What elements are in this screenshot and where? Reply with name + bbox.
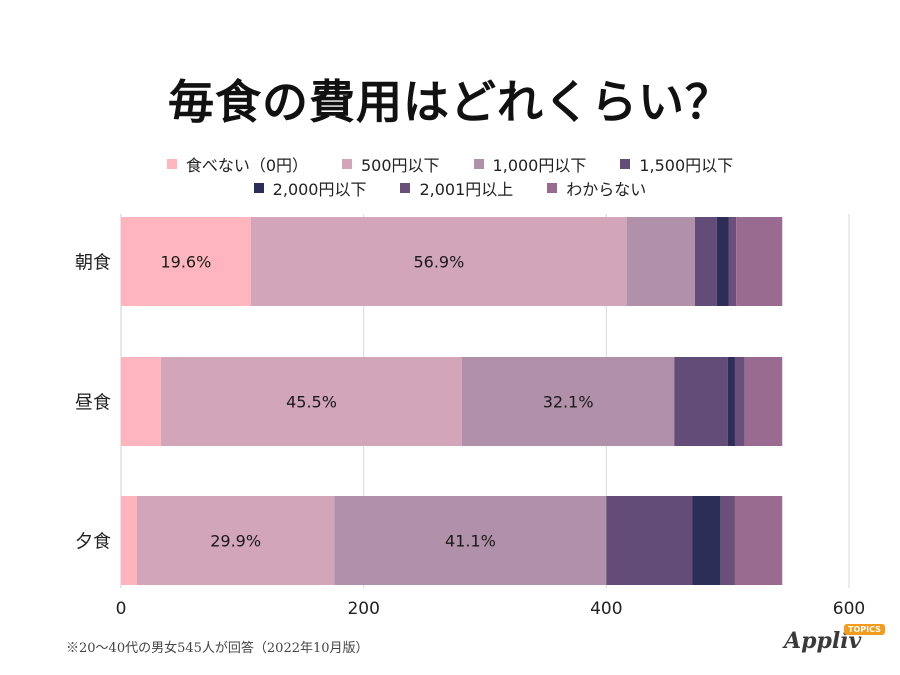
appliv-logo: Appliv TOPICS bbox=[784, 624, 885, 664]
bar-segment bbox=[606, 496, 693, 585]
category-label: 朝食 bbox=[75, 253, 111, 274]
data-label: 32.1% bbox=[543, 393, 594, 412]
bar-segment bbox=[136, 496, 335, 585]
x-tick-label: 600 bbox=[833, 599, 865, 619]
bar-segment bbox=[161, 357, 462, 446]
legend-item: 1,000円以下 bbox=[473, 152, 587, 176]
x-tick-label: 400 bbox=[590, 599, 622, 619]
legend-item: 500円以下 bbox=[342, 152, 440, 176]
category-label: 昼食 bbox=[75, 393, 111, 414]
data-label: 41.1% bbox=[445, 532, 496, 551]
x-tick-label: 200 bbox=[347, 599, 379, 619]
bar-segment bbox=[692, 496, 721, 585]
legend-label: 1,500円以下 bbox=[639, 156, 734, 175]
legend-label: 1,000円以下 bbox=[492, 156, 587, 175]
legend-item: わからない bbox=[547, 176, 646, 200]
legend-item: 2,001円以上 bbox=[400, 176, 513, 200]
legend-swatch bbox=[620, 159, 631, 169]
bar-segment bbox=[461, 357, 675, 446]
legend-row-1: 食べない（0円） 500円以下 1,000円以下 1,500円以下 bbox=[0, 152, 900, 176]
legend-label: 500円以下 bbox=[361, 156, 440, 175]
legend-item: 食べない（0円） bbox=[166, 152, 308, 176]
legend-swatch bbox=[166, 159, 177, 169]
logo-badge: TOPICS bbox=[844, 624, 885, 635]
legend: 食べない（0円） 500円以下 1,000円以下 1,500円以下 2,000円… bbox=[0, 152, 900, 200]
bar-segment bbox=[727, 357, 735, 446]
bar-segment bbox=[121, 496, 137, 585]
bar-segment bbox=[694, 217, 717, 306]
legend-swatch bbox=[253, 183, 264, 193]
legend-item: 2,000円以下 bbox=[253, 176, 367, 200]
bar-segment bbox=[250, 217, 627, 306]
category-label: 夕食 bbox=[75, 532, 111, 553]
chart-title: 毎食の費用はどれくらい？ bbox=[168, 75, 732, 129]
legend-label: 2,000円以下 bbox=[272, 180, 367, 199]
legend-swatch bbox=[400, 183, 411, 193]
bar-segment bbox=[674, 357, 728, 446]
legend-label: 食べない（0円） bbox=[185, 156, 308, 175]
bar-segment bbox=[734, 496, 783, 585]
x-tick-label: 0 bbox=[116, 599, 127, 619]
footnote: ※20～40代の男女545人が回答（2022年10月版） bbox=[66, 641, 369, 656]
bar-segment bbox=[121, 217, 251, 306]
legend-swatch bbox=[342, 159, 352, 169]
bar-segment bbox=[716, 217, 729, 306]
bar-segment bbox=[744, 357, 783, 446]
legend-swatch bbox=[547, 183, 558, 193]
data-label: 56.9% bbox=[413, 253, 464, 272]
bar-segment bbox=[334, 496, 607, 585]
data-label: 29.9% bbox=[210, 532, 261, 551]
legend-row-2: 2,000円以下 2,001円以上 わからない bbox=[0, 176, 900, 200]
bar-segment bbox=[736, 217, 783, 306]
legend-label: 2,001円以上 bbox=[419, 180, 514, 199]
bar-segment bbox=[121, 357, 162, 446]
legend-item: 1,500円以下 bbox=[620, 152, 733, 176]
data-label: 45.5% bbox=[286, 393, 337, 412]
legend-swatch bbox=[473, 159, 484, 169]
data-label: 19.6% bbox=[160, 253, 211, 272]
legend-label: わからない bbox=[566, 180, 647, 199]
bar-segment bbox=[626, 217, 695, 306]
bar-segment bbox=[734, 357, 745, 446]
bar-segment bbox=[720, 496, 735, 585]
bar-segment bbox=[728, 217, 737, 306]
